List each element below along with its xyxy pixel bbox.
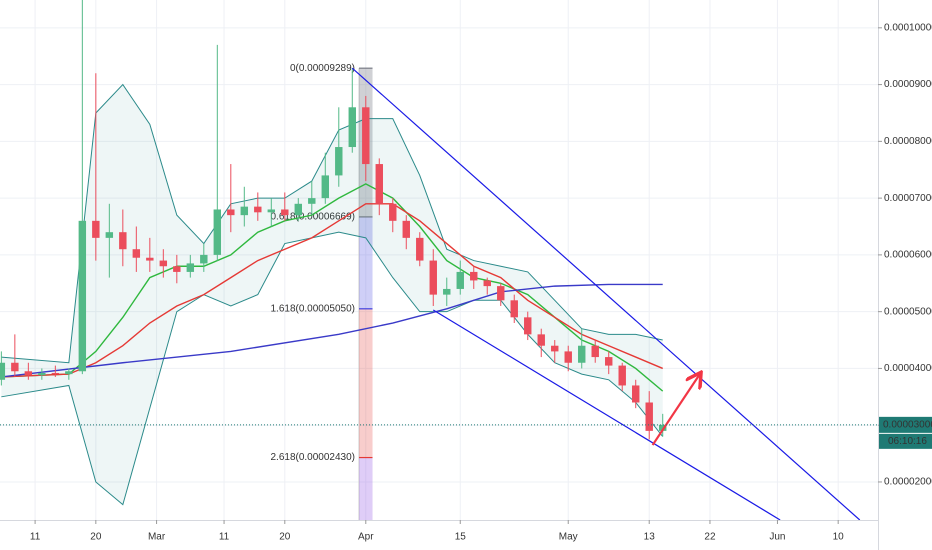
last-price-box [879, 416, 932, 433]
candle-body [537, 334, 545, 346]
x-tick-label: 22 [704, 532, 716, 543]
candle-body [240, 206, 249, 216]
trendline [351, 67, 861, 520]
candle-body [38, 372, 46, 376]
plot-area: 0(0.00009289) 0.618(0.00006669) 1.618(0.00… [0, 0, 878, 520]
x-tick-label: Apr [358, 532, 374, 543]
moving-average [1, 203, 663, 378]
candle-body [119, 232, 127, 250]
countdown-box [879, 433, 932, 449]
x-tick-label: 10 [833, 532, 845, 543]
candle-body [618, 365, 626, 386]
candle-body [416, 237, 424, 261]
candle-body [173, 266, 181, 272]
candle-body [11, 362, 19, 372]
candle-body [254, 206, 262, 213]
candle-body [200, 254, 208, 264]
y-tick-label: 0.00010000 [884, 22, 932, 33]
candle-body [132, 249, 141, 258]
x-tick-label: 11 [30, 532, 41, 543]
last-price-label: 0.00003006 [883, 419, 932, 430]
fib-label: 0(0.00009289) [290, 63, 355, 74]
candle-body [551, 345, 559, 352]
arrow [651, 374, 700, 446]
candle-body [308, 198, 316, 204]
y-tick-label: 0.00007000 [884, 193, 932, 204]
candle-body [483, 280, 491, 287]
candle-body [92, 220, 100, 238]
candle-body [470, 271, 478, 281]
moving-average [1, 283, 663, 378]
candle-body [605, 357, 613, 366]
candle-body [321, 175, 329, 199]
y-tick-label: 0.00009000 [884, 79, 932, 90]
candle-body [429, 260, 437, 295]
candle-body [348, 107, 356, 148]
candle-body [564, 351, 572, 363]
fib-label: 0.618(0.00006669) [270, 212, 355, 223]
x-tick-label: 20 [90, 532, 102, 543]
countdown-label: 06:10:16 [888, 436, 927, 447]
candle-body [443, 288, 451, 295]
candle-body [65, 371, 73, 375]
x-tick-label: 11 [219, 532, 230, 543]
x-tick-label: 15 [455, 532, 467, 543]
trendline [432, 309, 781, 520]
x-tick-label: Jun [769, 532, 785, 543]
fib-zone [359, 216, 373, 309]
candle-body [213, 209, 222, 255]
candle-body [281, 209, 289, 216]
candle-body [645, 402, 653, 431]
band-fill [1, 84, 663, 505]
x-tick-label: May [559, 532, 578, 543]
candle-body [402, 220, 410, 238]
candle-body [632, 385, 640, 403]
candle-body [362, 107, 370, 165]
candle-body [24, 371, 33, 376]
y-tick-label: 0.00002000 [884, 477, 932, 488]
fib-zone [359, 457, 373, 520]
fib-label: 2.618(0.00002430) [270, 452, 355, 463]
candle-body [51, 372, 60, 375]
candle-body [524, 317, 532, 335]
candle-body [335, 147, 343, 176]
y-tick-label: 0.00008000 [884, 136, 932, 147]
moving-average [1, 183, 664, 392]
candle-body [186, 263, 195, 272]
candle-body [578, 345, 586, 363]
candle-body [159, 260, 168, 267]
y-tick-label: 0.00005000 [884, 306, 932, 317]
candle-body [497, 286, 505, 301]
candle-body [146, 257, 154, 261]
fib-zone [359, 308, 373, 458]
band-lower [1, 231, 664, 506]
axes: 0.000020000.000030000.000040000.00005000… [30, 22, 932, 543]
candle-body [294, 203, 303, 216]
fib-label: 1.618(0.00005050) [270, 303, 355, 314]
y-tick-label: 0.00006000 [884, 250, 932, 261]
candle-body [267, 209, 276, 213]
x-tick-label: 20 [279, 532, 291, 543]
candle-body [510, 300, 518, 318]
candle-body [227, 209, 235, 216]
candle-body [0, 362, 6, 380]
y-tick-label: 0.00004000 [884, 363, 932, 374]
x-tick-label: Mar [148, 532, 166, 543]
candle-body [591, 345, 599, 358]
candle-body [456, 271, 464, 289]
x-tick-label: 13 [644, 532, 656, 543]
candle-body [105, 232, 114, 238]
candle-body [389, 203, 397, 221]
candle-body [375, 164, 383, 204]
candle-body [78, 220, 87, 372]
candle-body [659, 424, 667, 431]
